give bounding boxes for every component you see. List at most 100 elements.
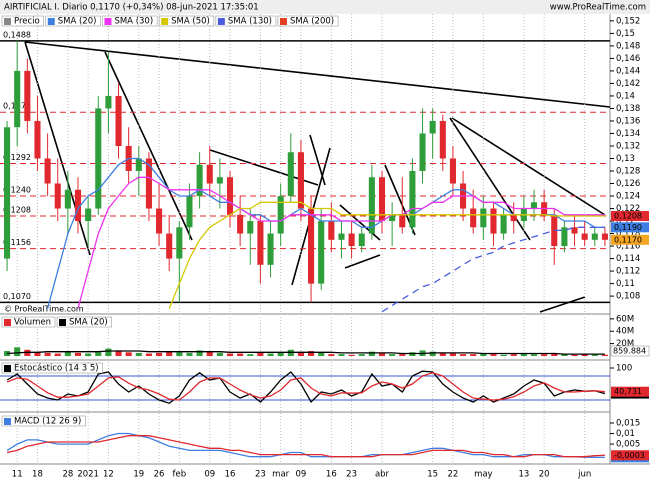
y-tick-label: 0,136: [616, 116, 640, 126]
level-label: 0,1488: [3, 30, 31, 39]
y-tick-label: 0,142: [616, 79, 640, 89]
legend-box: [158, 15, 215, 27]
candle-body: [267, 233, 274, 265]
volume-bar: [166, 351, 173, 356]
legend-label: SMA (130): [228, 17, 272, 27]
volume-bar: [460, 354, 467, 356]
volume-bar: [237, 353, 244, 356]
legend-label: SMA (30): [114, 17, 153, 27]
volume-bar: [378, 353, 386, 356]
value-box: [611, 211, 649, 222]
volume-bar: [338, 354, 345, 356]
y-tick-label: 0,122: [616, 204, 640, 214]
legend-swatch: [161, 18, 169, 25]
y-tick-label: 0,116: [616, 242, 640, 252]
volume-bar: [54, 353, 61, 356]
candle-body: [348, 233, 355, 247]
candle-body: [591, 233, 598, 240]
level-label: 0,1240: [3, 186, 31, 195]
level-label: 0,1070: [3, 292, 31, 301]
candle-body: [4, 127, 11, 259]
x-tick-label: 09: [204, 470, 215, 480]
candle-body: [429, 120, 436, 134]
candle-body: [44, 158, 51, 184]
y-tick-label: 0,114: [616, 254, 640, 264]
volume-bar: [85, 353, 92, 356]
candle-body: [338, 233, 345, 240]
volume-bar: [105, 348, 112, 356]
x-tick-label: 28: [62, 470, 73, 480]
legend-swatch: [4, 319, 11, 326]
candle-body: [277, 196, 284, 234]
volume-bar: [267, 353, 274, 356]
candle-body: [135, 158, 142, 172]
volume-bar: [561, 354, 568, 356]
volume-bar: [500, 354, 507, 356]
y-tick-label: 0,112: [616, 267, 640, 277]
volume-bar: [74, 352, 82, 356]
volume-bar: [115, 350, 122, 356]
x-tick-label: 22: [448, 470, 459, 480]
series-line: [77, 176, 605, 309]
volume-bar: [541, 354, 548, 356]
legend-swatch: [4, 18, 11, 25]
candle-body: [166, 233, 173, 259]
volume-bar: [439, 352, 446, 356]
volume-bar: [328, 354, 335, 356]
candle-body: [34, 120, 41, 159]
series-line: [6, 435, 605, 458]
candle-body: [145, 158, 152, 209]
value-box-label: 859.884: [613, 347, 646, 356]
candle-body: [490, 208, 497, 234]
candle-body: [480, 208, 487, 228]
candle-body: [226, 177, 234, 215]
volume-bar: [318, 352, 325, 356]
legend-swatch: [4, 365, 11, 372]
volume-bar: [216, 352, 223, 356]
volume-bar: [520, 353, 527, 356]
x-tick-label: 23: [346, 470, 357, 480]
volume-bar: [44, 352, 51, 356]
legend-swatch: [104, 18, 112, 25]
x-tick-label: 26: [154, 470, 165, 480]
legend-box: [56, 316, 112, 328]
y-tick-label: 0,108: [616, 292, 640, 302]
volume-bar: [145, 353, 152, 356]
candle-body: [176, 227, 183, 259]
legend-swatch: [47, 18, 55, 25]
candle-body: [257, 221, 264, 265]
volume-bar: [226, 353, 234, 356]
legend-label: SMA (50): [171, 17, 210, 27]
volume-bar: [156, 352, 163, 356]
volume-bar: [135, 352, 142, 356]
volume-bar: [601, 354, 608, 356]
header-bar: [0, 0, 650, 14]
candle-body: [581, 233, 588, 240]
volume-bar: [389, 354, 396, 356]
legend-box: [1, 415, 86, 427]
y-tick-label: 0,12: [616, 217, 635, 227]
y-tick-label: 0,01: [616, 429, 635, 439]
candle-body: [601, 233, 608, 240]
series-line: [168, 201, 605, 309]
candle-body: [74, 189, 82, 222]
volume-bar: [571, 354, 578, 356]
candle-body: [297, 152, 304, 209]
candle-body: [308, 208, 315, 284]
x-tick-label: 09: [296, 470, 307, 480]
value-box-label: 0,1208: [614, 212, 642, 221]
value-box-label: 0,1170: [614, 235, 642, 244]
x-tick-label: feb: [173, 470, 187, 480]
x-tick-label: 11: [12, 470, 23, 480]
chart-title: AIRTIFICIAL I. Diario 0,1170 (+0,34%) 08…: [4, 3, 259, 13]
site-link: www.ProRealTime.com: [550, 3, 646, 13]
volume-bar: [530, 354, 538, 356]
x-tick-label: 16: [326, 470, 337, 480]
candle-body: [358, 233, 365, 247]
series-line: [6, 370, 606, 404]
candle-body: [368, 177, 375, 234]
candle-body: [247, 221, 254, 234]
candle-body: [470, 208, 477, 228]
y-tick-label: 0,138: [616, 104, 640, 114]
series-line: [6, 372, 605, 401]
